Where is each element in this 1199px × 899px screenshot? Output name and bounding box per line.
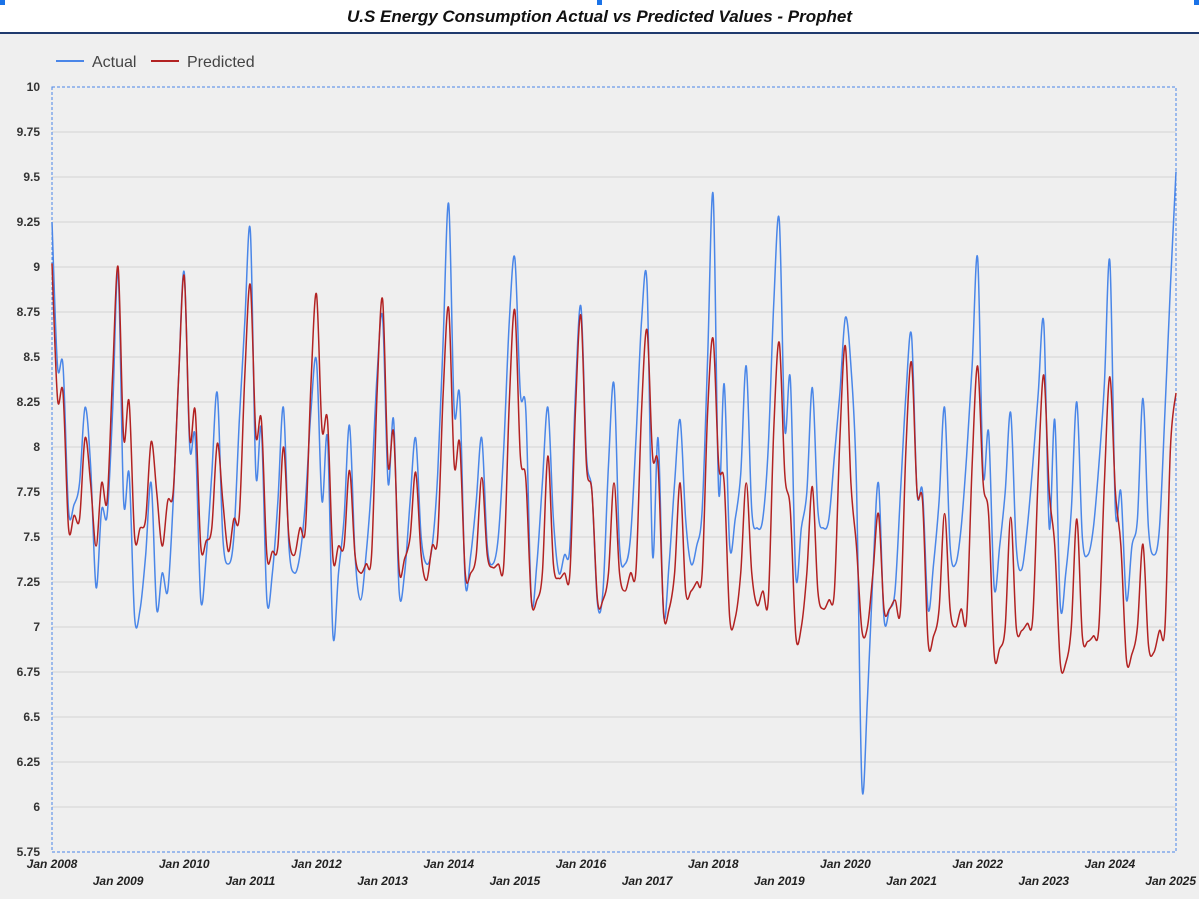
x-tick-label: Jan 2019 (754, 874, 805, 888)
x-tick-label: Jan 2012 (291, 857, 342, 871)
x-tick-label: Jan 2022 (952, 857, 1003, 871)
y-tick-label: 9.25 (17, 215, 41, 229)
y-tick-label: 8.5 (23, 350, 40, 364)
x-tick-label: Jan 2020 (820, 857, 871, 871)
x-axis-ticks: Jan 2008 Jan 2009 Jan 2010 Jan 2011 Jan 2012… (27, 857, 1197, 888)
y-tick-label: 7.75 (17, 485, 41, 499)
y-tick-label: 7.25 (17, 575, 41, 589)
legend-label-predicted: Predicted (187, 54, 255, 71)
x-tick-label: Jan 2010 (159, 857, 210, 871)
resize-handle-top[interactable] (597, 0, 602, 5)
y-tick-label: 9.75 (17, 125, 41, 139)
x-tick-label: Jan 2009 (93, 874, 144, 888)
y-tick-label: 10 (27, 80, 41, 94)
series-line-predicted (51, 263, 1177, 674)
y-axis-ticks: 10 9.75 9.5 9.25 9 8.75 8.5 8.25 8 7.75 7.5 7.25 7 6.… (17, 80, 41, 859)
y-tick-label: 6.75 (17, 665, 41, 679)
plot-area (0, 34, 1199, 899)
x-tick-label: Jan 2021 (886, 874, 937, 888)
x-tick-label: Jan 2023 (1018, 874, 1069, 888)
y-tick-label: 6.25 (17, 755, 41, 769)
resize-handle-top-left[interactable] (0, 0, 5, 5)
y-tick-label: 8.25 (17, 395, 41, 409)
series-line-actual (51, 171, 1177, 795)
plot-border (51, 86, 1177, 853)
y-tick-label: 7 (33, 620, 40, 634)
y-tick-label: 9 (33, 260, 40, 274)
x-tick-label: Jan 2015 (489, 874, 540, 888)
gridlines (52, 131, 1176, 808)
x-tick-label: Jan 2011 (225, 874, 275, 888)
series-lines (51, 171, 1177, 795)
title-bar: U.S Energy Consumption Actual vs Predict… (0, 0, 1199, 34)
legend: Actual Predicted (56, 54, 255, 71)
y-tick-label: 6.5 (23, 710, 40, 724)
x-tick-label: Jan 2016 (556, 857, 607, 871)
y-tick-label: 8.75 (17, 305, 41, 319)
x-tick-label: Jan 2024 (1085, 857, 1136, 871)
y-tick-label: 6 (33, 800, 40, 814)
x-tick-label: Jan 2014 (423, 857, 474, 871)
x-tick-label: Jan 2018 (688, 857, 739, 871)
y-tick-label: 7.5 (23, 530, 40, 544)
legend-label-actual: Actual (92, 54, 136, 71)
y-tick-label: 5.75 (17, 845, 41, 859)
x-tick-label: Jan 2025 (1145, 874, 1196, 888)
chart-title: U.S Energy Consumption Actual vs Predict… (346, 7, 853, 26)
x-tick-label: Jan 2013 (357, 874, 408, 888)
y-tick-label: 8 (33, 440, 40, 454)
y-tick-label: 9.5 (23, 170, 40, 184)
resize-handle-top-right[interactable] (1194, 0, 1199, 5)
x-tick-label: Jan 2017 (622, 874, 674, 888)
x-tick-label: Jan 2008 (27, 857, 78, 871)
